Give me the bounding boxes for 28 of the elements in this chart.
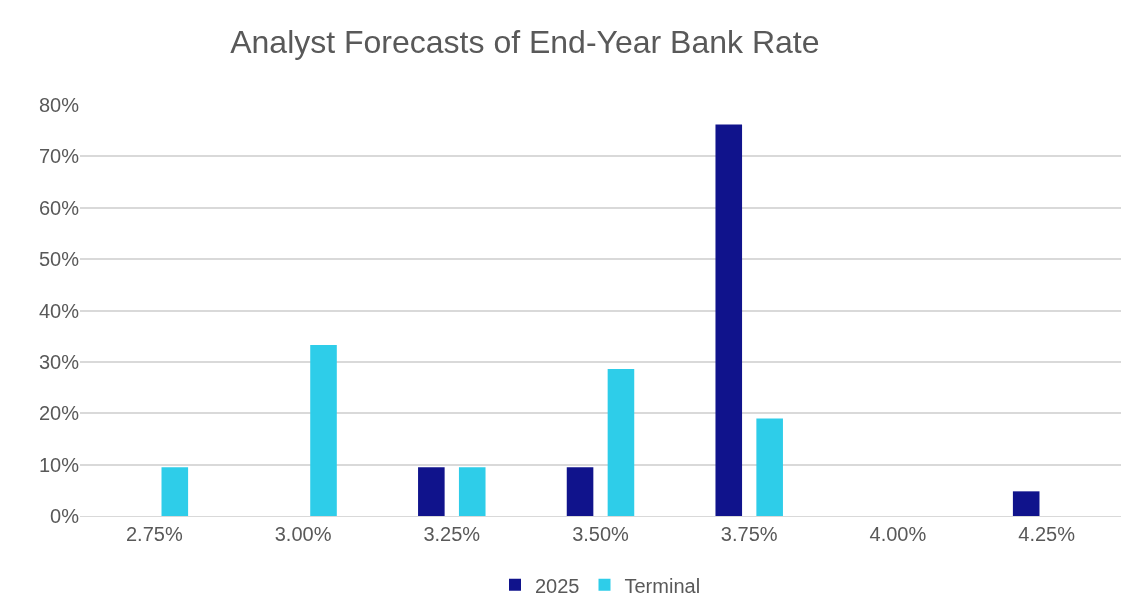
x-tick-label: 3.75%: [720, 523, 778, 545]
bar: [1012, 491, 1040, 516]
x-tick-label: 4.00%: [869, 523, 927, 545]
bar: [161, 467, 189, 516]
x-tick-label: 2.75%: [126, 523, 183, 545]
legend-label: Terminal: [624, 574, 701, 597]
y-tick-label: 0%: [50, 505, 80, 527]
chart-title: Analyst Forecasts of End-Year Bank Rate: [230, 24, 820, 61]
x-tick-label: 4.25%: [1018, 523, 1076, 545]
bar: [418, 467, 445, 516]
y-tick-label: 30%: [38, 350, 80, 373]
bar: [566, 467, 594, 516]
x-tick-label: 3.00%: [274, 523, 332, 545]
x-tick-label: 3.50%: [572, 523, 630, 545]
bar: [310, 344, 337, 516]
legend-label: 2025: [535, 574, 580, 597]
bar: [715, 124, 743, 516]
y-tick-label: 70%: [38, 145, 80, 168]
y-tick-label: 40%: [38, 299, 80, 322]
y-tick-label: 20%: [38, 402, 80, 425]
x-tick-label: 3.25%: [423, 523, 481, 545]
bar: [607, 369, 635, 516]
y-tick-label: 10%: [38, 453, 80, 476]
y-tick-label: 60%: [38, 196, 80, 219]
bar: [756, 418, 783, 516]
y-tick-label: 80%: [38, 94, 80, 116]
y-tick-label: 50%: [38, 248, 80, 271]
bar: [458, 467, 486, 516]
